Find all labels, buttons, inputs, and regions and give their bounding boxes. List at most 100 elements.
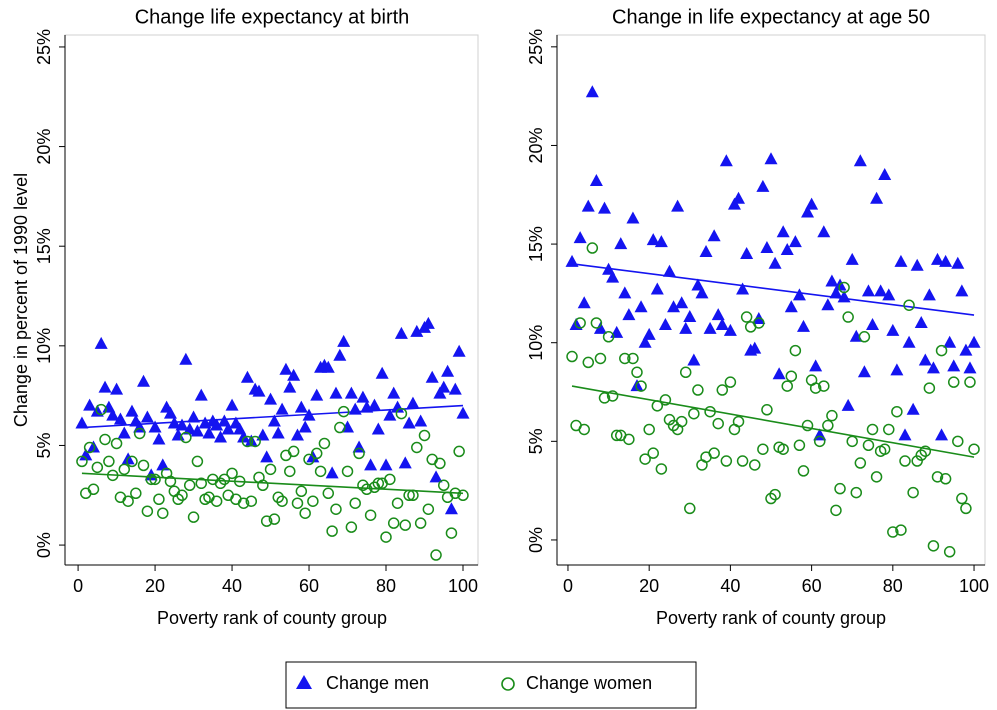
point (157, 507, 169, 519)
point (776, 225, 790, 238)
y-tick-label: 20% (526, 127, 546, 163)
point (899, 455, 911, 467)
point (780, 242, 794, 255)
point (152, 432, 166, 445)
point (307, 495, 319, 507)
point (190, 424, 204, 437)
point (691, 278, 705, 291)
point (740, 311, 753, 323)
point (585, 85, 599, 98)
point (618, 286, 632, 299)
point (858, 331, 871, 343)
point (878, 168, 892, 181)
point (387, 386, 401, 399)
point (638, 335, 652, 348)
point (695, 286, 709, 299)
point (298, 420, 312, 433)
point (445, 527, 458, 539)
point (825, 274, 839, 287)
point (379, 458, 393, 471)
point (106, 408, 120, 421)
point (772, 367, 786, 380)
point (226, 467, 238, 480)
point (662, 264, 676, 277)
point (586, 242, 599, 254)
x-tick-label: 0 (73, 576, 83, 596)
point (364, 509, 377, 521)
point (842, 311, 854, 323)
point (357, 479, 369, 492)
point (870, 191, 884, 204)
point (968, 443, 980, 455)
point (910, 258, 924, 271)
point (569, 317, 583, 330)
point (310, 388, 324, 401)
point (394, 326, 408, 339)
point (133, 427, 146, 440)
point (781, 380, 793, 392)
y-axis-label: Change in percent of 1990 level (11, 173, 31, 427)
point (126, 455, 138, 468)
point (952, 435, 964, 448)
point (809, 382, 822, 394)
point (187, 410, 201, 423)
point (853, 154, 867, 167)
point (792, 288, 806, 301)
point (753, 317, 765, 329)
point (349, 497, 361, 509)
point (437, 380, 451, 393)
point (918, 353, 932, 366)
point (861, 284, 875, 297)
point (906, 402, 920, 415)
point (926, 361, 940, 374)
point (915, 449, 927, 461)
point (375, 366, 389, 379)
point (964, 376, 976, 388)
point (364, 458, 378, 471)
point (295, 485, 308, 498)
point (764, 152, 778, 165)
fit-line (81, 472, 464, 495)
point (699, 244, 713, 257)
point (857, 365, 871, 378)
y-tick-label: 0% (526, 527, 546, 553)
point (870, 471, 883, 483)
point (195, 477, 208, 490)
point (675, 415, 688, 428)
point (789, 344, 802, 357)
point (441, 491, 454, 504)
point (692, 384, 704, 396)
point (91, 461, 104, 474)
point (606, 390, 619, 402)
point (817, 225, 831, 238)
x-tick-label: 0 (563, 576, 573, 596)
y-tick-label: 25% (34, 29, 54, 65)
point (622, 308, 636, 321)
point (422, 503, 435, 515)
point (796, 319, 810, 332)
point (805, 197, 819, 210)
point (967, 335, 981, 348)
chart-title: Change in life expectancy at age 50 (612, 6, 930, 28)
x-tick-label: 40 (720, 576, 740, 596)
point (322, 487, 335, 500)
point (874, 284, 888, 297)
point (765, 492, 777, 505)
point (414, 414, 428, 427)
point (894, 254, 908, 267)
point (719, 154, 733, 167)
point (113, 412, 127, 425)
point (260, 515, 273, 527)
point (384, 473, 396, 486)
chart-title: Change life expectancy at birth (135, 6, 410, 28)
point (801, 205, 815, 218)
point (883, 423, 895, 436)
point (866, 317, 880, 330)
point (939, 254, 953, 267)
point (841, 398, 855, 411)
point (826, 409, 838, 422)
point (829, 286, 843, 299)
point (264, 392, 278, 405)
point (156, 458, 170, 471)
